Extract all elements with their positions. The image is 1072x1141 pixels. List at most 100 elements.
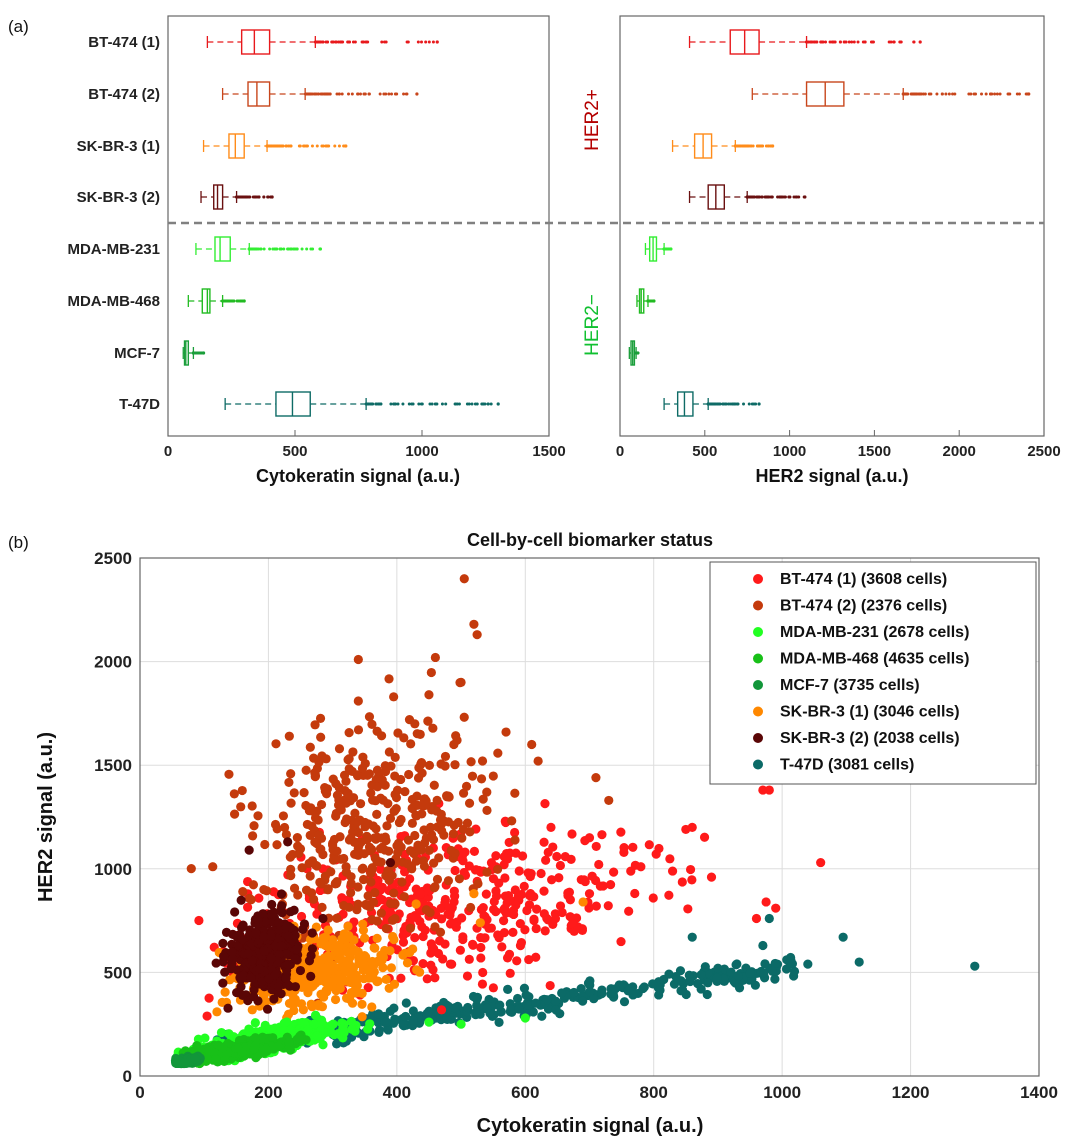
x-tick-label: 1500: [858, 443, 891, 460]
series-7-points: [211, 837, 396, 1014]
category-label: T-47D: [119, 396, 160, 413]
legend-label: SK-BR-3 (2) (2038 cells): [780, 730, 960, 747]
scatter-plot: Cell-by-cell biomarker status 0 200 400 600…: [35, 530, 1058, 1137]
x-tick-label: 0: [616, 443, 624, 460]
x-tick-label: 500: [692, 443, 717, 460]
category-label: BT-474 (1): [88, 34, 160, 51]
x-tick-label: 1000: [763, 1083, 801, 1102]
category-label: SK-BR-3 (2): [77, 189, 160, 206]
x-tick-label: 0: [135, 1083, 144, 1102]
category-label: MDA-MB-468: [67, 293, 160, 310]
scatter-frame: [139, 557, 1040, 1077]
legend-marker: [753, 627, 763, 637]
boxplot-category-labels: BT-474 (1) BT-474 (2) SK-BR-3 (1) SK-BR-3 (…: [67, 34, 160, 413]
x-tick-label: 800: [640, 1083, 668, 1102]
legend-marker: [753, 680, 763, 690]
box-8: [224, 391, 500, 417]
scatter-xlabel: Cytokeratin signal (a.u.): [477, 1115, 704, 1137]
x-tick-label: 1200: [892, 1083, 930, 1102]
y-tick-label: 2000: [94, 653, 132, 672]
x-tick-label: 600: [511, 1083, 539, 1102]
scatter-ticks: 0 200 400 600 800 1000 1200 1400 0 500 1000 1500 200…: [94, 549, 1058, 1102]
series-2-points: [186, 574, 614, 1008]
boxplot-her2-ticks: 0 500 1000 1500 2000 2500: [616, 430, 1061, 460]
boxplot-her2-xlabel: HER2 signal (a.u.): [755, 466, 908, 486]
her2-negative-label: HER2−: [582, 294, 603, 356]
legend-marker: [753, 733, 763, 743]
box-3: [202, 133, 348, 159]
x-tick-label: 400: [383, 1083, 411, 1102]
box-5: [644, 236, 673, 262]
box-6: [187, 288, 246, 314]
boxplot-cytokeratin: 0 500 1000 1500 BT-474 (1) BT-474 (2) SK-BR-3…: [67, 15, 566, 486]
y-tick-label: 500: [104, 963, 132, 982]
legend-item: MDA-MB-468 (4635 cells): [753, 651, 969, 668]
legend-marker: [753, 706, 763, 717]
x-tick-label: 2500: [1027, 443, 1060, 460]
legend-item: BT-474 (1) (3608 cells): [753, 571, 947, 588]
scatter-points: [170, 574, 980, 1069]
box-3: [671, 133, 775, 159]
boxplot-cytokeratin-boxes: [182, 29, 500, 417]
scatter-title: Cell-by-cell biomarker status: [467, 530, 713, 550]
box-6: [636, 288, 656, 314]
boxplot-cytokeratin-ticks: 0 500 1000 1500: [164, 430, 566, 460]
boxplot-her2: 0 500 1000 1500 2000 2500 HER2 signal (a.u.): [616, 15, 1061, 486]
series-1-points: [194, 785, 826, 1021]
category-label: SK-BR-3 (1): [77, 138, 160, 155]
legend-box: [709, 561, 1037, 785]
x-tick-label: 1000: [773, 443, 806, 460]
boxplot-cytokeratin-xlabel: Cytokeratin signal (a.u.): [256, 466, 460, 486]
legend-item: MDA-MB-231 (2678 cells): [753, 624, 969, 641]
box-4: [200, 184, 274, 210]
box-5: [195, 236, 322, 262]
box-8: [663, 391, 761, 417]
y-tick-label: 0: [123, 1067, 132, 1086]
boxplot-her2-frame: [619, 15, 1045, 437]
legend-item: MCF-7 (3735 cells): [753, 677, 920, 694]
x-tick-label: 1000: [405, 443, 438, 460]
scatter-legend: BT-474 (1) (3608 cells) BT-474 (2) (2376 …: [709, 561, 1037, 785]
category-label: BT-474 (2): [88, 86, 160, 103]
box-7: [182, 340, 206, 366]
legend-item: SK-BR-3 (2) (2038 cells): [753, 730, 960, 747]
legend-item: SK-BR-3 (1) (3046 cells): [753, 704, 960, 721]
x-tick-label: 0: [164, 443, 172, 460]
legend-item: BT-474 (2) (2376 cells): [753, 598, 947, 615]
y-tick-label: 1000: [94, 860, 132, 879]
scatter-ylabel: HER2 signal (a.u.): [35, 732, 57, 902]
box-2: [221, 81, 419, 107]
legend-item: T-47D (3081 cells): [753, 757, 914, 774]
x-tick-label: 200: [254, 1083, 282, 1102]
box-4: [688, 184, 807, 210]
box-1: [688, 29, 922, 55]
her2-positive-label: HER2+: [582, 89, 603, 151]
legend-label: MDA-MB-231 (2678 cells): [780, 624, 969, 641]
panel-a-label: (a): [8, 17, 29, 36]
y-tick-label: 1500: [94, 756, 132, 775]
box-2: [751, 81, 1031, 107]
legend-label: BT-474 (1) (3608 cells): [780, 571, 947, 588]
legend-marker: [753, 653, 763, 664]
legend-label: BT-474 (2) (2376 cells): [780, 598, 947, 615]
x-tick-label: 2000: [943, 443, 976, 460]
category-label: MCF-7: [114, 345, 160, 362]
legend-label: MCF-7 (3735 cells): [780, 677, 920, 694]
series-5-points: [170, 1051, 205, 1069]
x-tick-label: 1400: [1020, 1083, 1058, 1102]
legend-marker: [753, 759, 763, 770]
x-tick-label: 500: [282, 443, 307, 460]
legend-marker: [753, 574, 763, 584]
box-1: [206, 29, 439, 55]
legend-marker: [753, 600, 763, 611]
panel-b-label: (b): [8, 533, 29, 552]
category-label: MDA-MB-231: [67, 241, 160, 258]
boxplot-cytokeratin-frame: [167, 15, 550, 437]
box-7: [628, 340, 640, 366]
y-tick-label: 2500: [94, 549, 132, 568]
legend-label: T-47D (3081 cells): [780, 757, 914, 774]
legend-label: SK-BR-3 (1) (3046 cells): [780, 704, 960, 721]
legend-label: MDA-MB-468 (4635 cells): [780, 651, 969, 668]
x-tick-label: 1500: [532, 443, 565, 460]
